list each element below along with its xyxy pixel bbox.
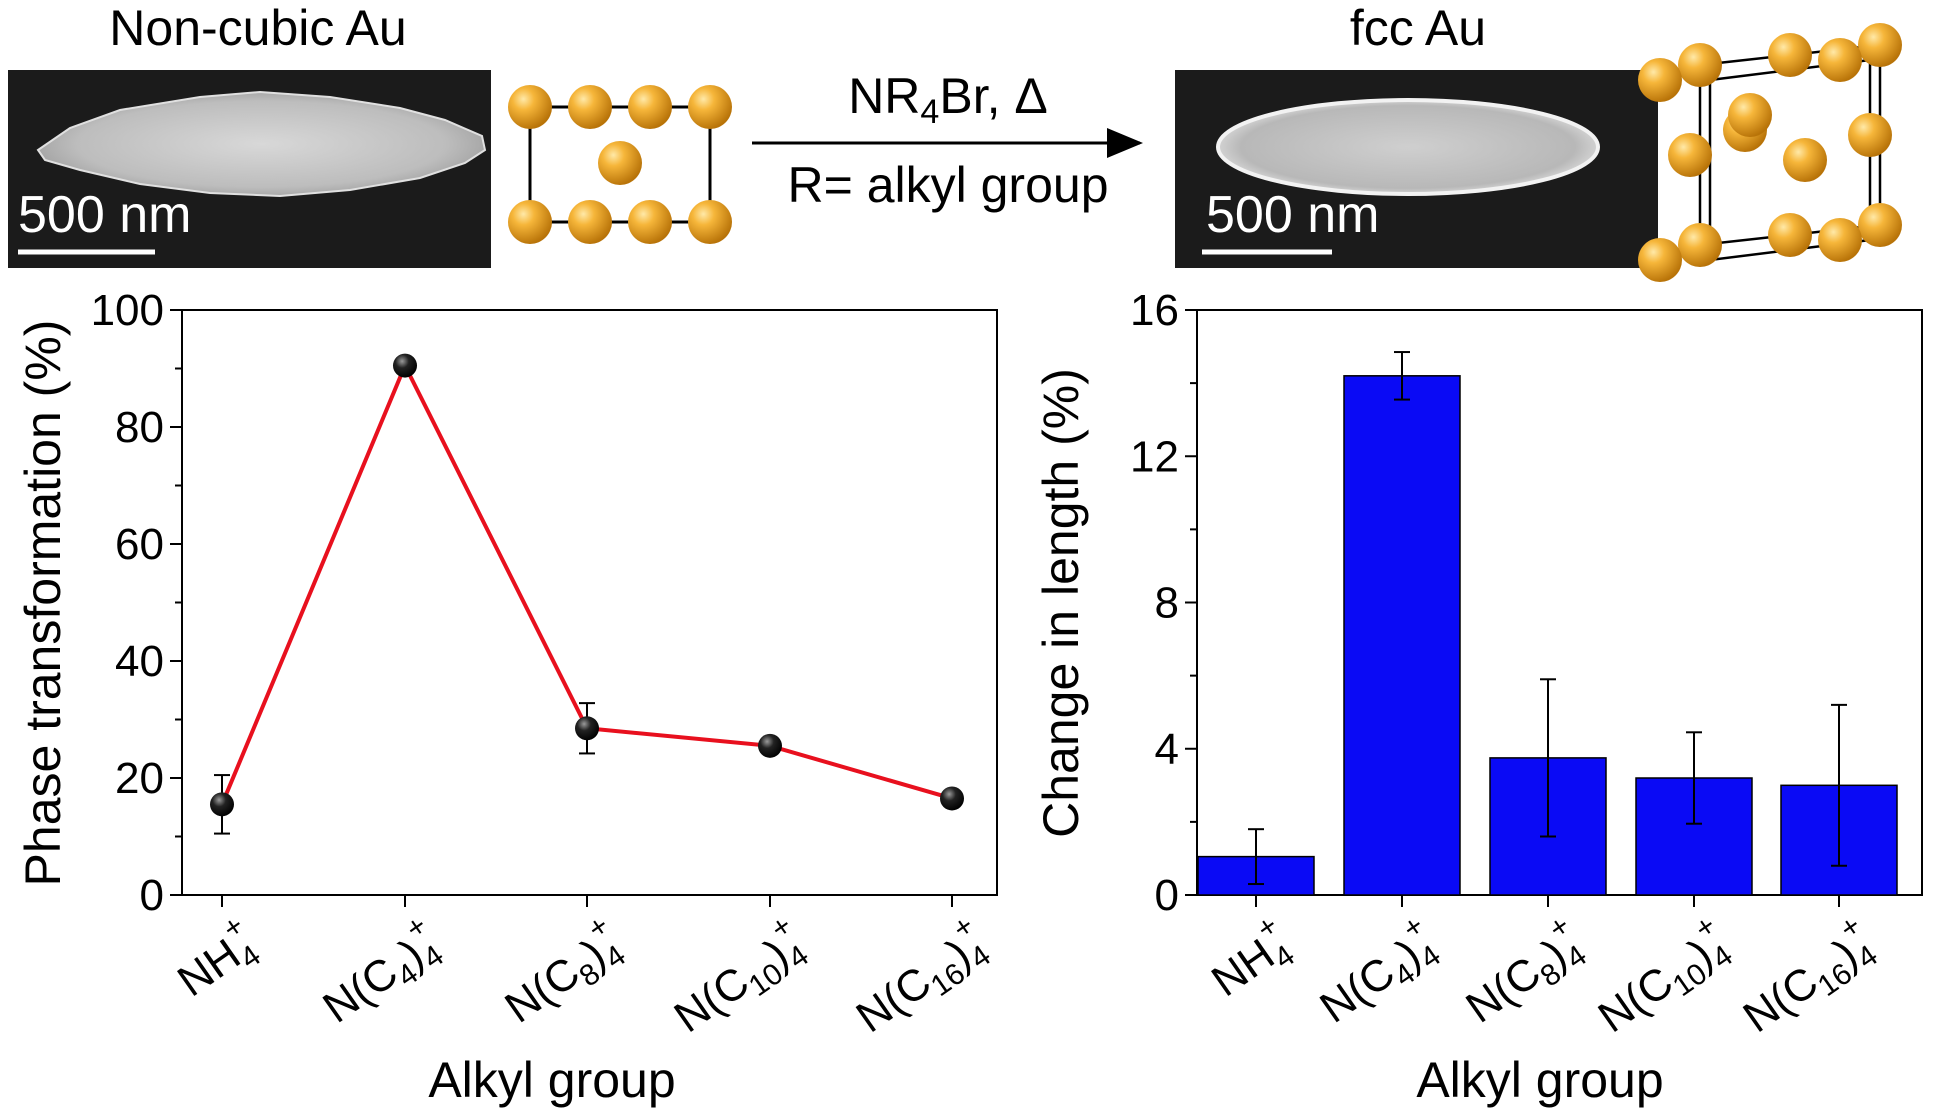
gold-atom-icon xyxy=(1638,58,1682,102)
gold-atom-icon xyxy=(1858,203,1902,247)
gold-atom-icon xyxy=(598,141,642,185)
gold-atom-icon xyxy=(1848,113,1892,157)
gold-atom-icon xyxy=(1818,38,1862,82)
reaction-conditions: NR4Br, Δ xyxy=(848,68,1048,131)
phase-transformation-chart: 0 20 40 60 80 100 NH4+ N(C4)4+ N(C8)4+N(C10)4+N… xyxy=(15,286,999,1108)
x-tick-label: N(C4)4+ xyxy=(1305,909,1450,1038)
y-tick-label: 40 xyxy=(115,637,164,686)
gold-atom-icon xyxy=(1768,33,1812,77)
chart2-series xyxy=(1197,351,1898,896)
gold-atom-icon xyxy=(1678,223,1722,267)
chart1-x-axis: NH4+ N(C4)4+ N(C8)4+N(C10)4+N(C16)4+ xyxy=(163,895,999,1048)
chart2-x-axis: NH4+N(C4)4+N(C8)4+N(C10)4+N(C16)4+ xyxy=(1197,895,1886,1048)
chart2-y-axis-title: Change in length (%) xyxy=(1033,368,1089,838)
reaction-r-definition: R= alkyl group xyxy=(788,157,1109,213)
x-tick-label: N(C8)4+ xyxy=(1451,909,1596,1038)
y-tick-label: 12 xyxy=(1130,432,1179,481)
sem-image-right: 500 nm xyxy=(1175,70,1658,268)
gold-atom-icon xyxy=(688,85,732,129)
gold-atom-icon xyxy=(628,85,672,129)
gold-atom-icon xyxy=(1728,93,1772,137)
y-tick-label: 60 xyxy=(115,520,164,569)
scale-bar-label-right: 500 nm xyxy=(1206,186,1379,244)
gold-atom-icon xyxy=(628,200,672,244)
gold-atom-icon xyxy=(1678,43,1722,87)
data-point xyxy=(210,792,234,817)
y-tick-label: 16 xyxy=(1130,286,1179,335)
sem-image-left: 500 nm xyxy=(8,70,491,268)
x-tick-label: N(C16)4+ xyxy=(841,909,999,1048)
data-point xyxy=(393,353,417,378)
gold-atom-icon xyxy=(1818,218,1862,262)
x-tick-label: N(C16)4+ xyxy=(1728,909,1886,1048)
gold-atom-icon xyxy=(508,85,552,129)
gold-atom-icon xyxy=(568,200,612,244)
y-tick-label: 4 xyxy=(1155,725,1179,774)
chart2-y-axis: 0 4 8 12 16 xyxy=(1130,286,1197,920)
y-tick-label: 0 xyxy=(140,871,164,920)
gold-atom-icon xyxy=(508,200,552,244)
left-panel-title: Non-cubic Au xyxy=(109,0,406,56)
bar xyxy=(1343,375,1461,896)
change-in-length-chart: 0 4 8 12 16 NH4+N(C4)4+N(C8)4+N(C10)4+N(C16)… xyxy=(1033,286,1923,1108)
x-tick-label: N(C8)4+ xyxy=(490,909,635,1038)
x-tick-label: NH4+ xyxy=(1197,909,1304,1012)
non-cubic-lattice-icon xyxy=(508,85,732,244)
chart2-x-axis-title: Alkyl group xyxy=(1416,1052,1663,1108)
right-panel-title: fcc Au xyxy=(1350,0,1486,56)
gold-atom-icon xyxy=(1638,238,1682,282)
reaction-arrow: NR4Br, Δ R= alkyl group xyxy=(752,68,1143,213)
gold-atom-icon xyxy=(1858,23,1902,67)
chart1-y-axis: 0 20 40 60 80 100 xyxy=(91,286,182,920)
x-tick-label: N(C4)4+ xyxy=(308,909,453,1038)
data-point xyxy=(940,786,964,811)
gold-atom-icon xyxy=(1783,138,1827,182)
fcc-lattice-icon xyxy=(1638,23,1902,282)
y-tick-label: 0 xyxy=(1155,871,1179,920)
x-tick-label: N(C10)4+ xyxy=(659,909,817,1048)
y-tick-label: 80 xyxy=(115,403,164,452)
chart1-y-axis-title: Phase transformation (%) xyxy=(15,320,71,887)
chart1-x-axis-title: Alkyl group xyxy=(428,1052,675,1108)
x-tick-label: N(C10)4+ xyxy=(1583,909,1741,1048)
chart1-series xyxy=(210,353,964,835)
gold-atom-icon xyxy=(1668,133,1712,177)
x-tick-label: NH4+ xyxy=(163,909,270,1012)
y-tick-label: 20 xyxy=(115,754,164,803)
y-tick-label: 100 xyxy=(91,286,164,335)
scale-bar-label-left: 500 nm xyxy=(18,186,191,244)
gold-atom-icon xyxy=(1768,213,1812,257)
gold-atom-icon xyxy=(568,85,612,129)
gold-atom-icon xyxy=(688,200,732,244)
y-tick-label: 8 xyxy=(1155,579,1179,628)
data-point xyxy=(758,733,782,758)
data-point xyxy=(575,716,599,741)
